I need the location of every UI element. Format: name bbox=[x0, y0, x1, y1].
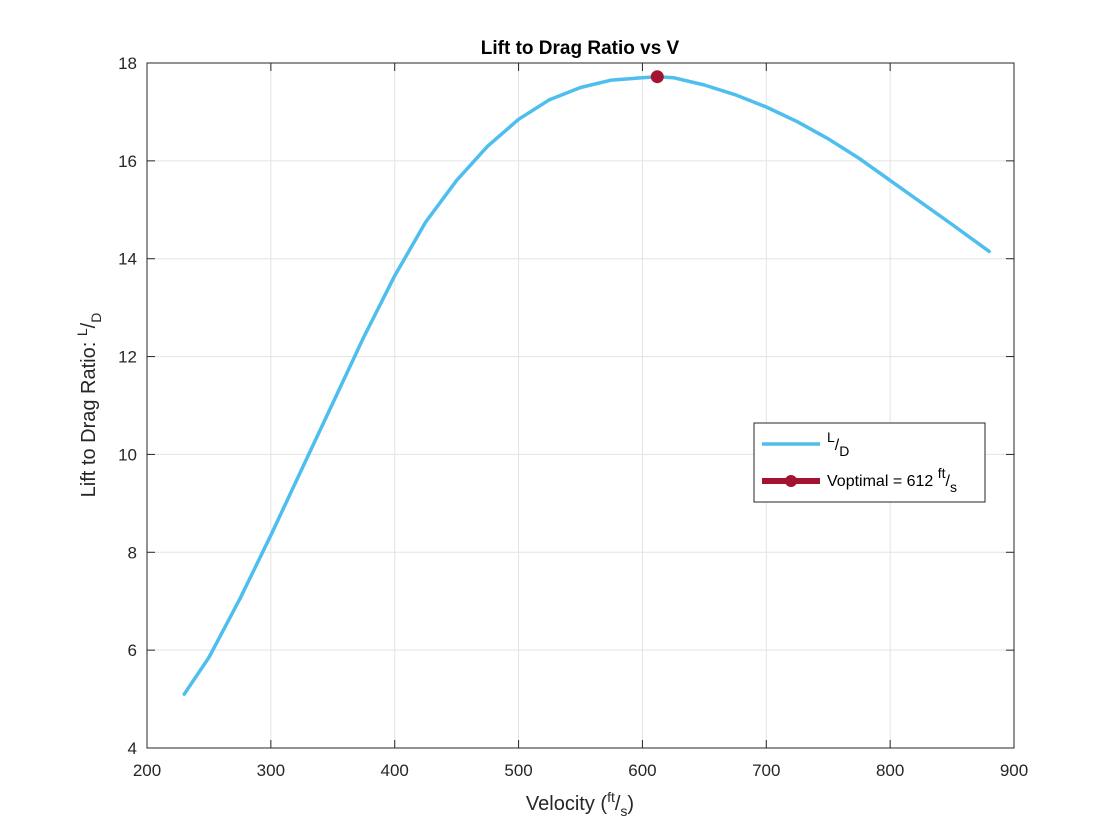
y-tick-label: 6 bbox=[128, 641, 137, 660]
plot-area bbox=[147, 63, 1014, 748]
legend-box bbox=[753, 422, 986, 503]
chart-title: Lift to Drag Ratio vs V bbox=[481, 38, 680, 59]
x-tick-label: 600 bbox=[628, 761, 656, 780]
x-tick-label: 700 bbox=[752, 761, 780, 780]
y-tick-label: 8 bbox=[128, 543, 137, 562]
x-tick-label: 300 bbox=[257, 761, 285, 780]
x-tick-label: 200 bbox=[133, 761, 161, 780]
x-tick-label: 500 bbox=[504, 761, 532, 780]
y-axis-label: Lift to Drag Ratio: L/D bbox=[74, 313, 104, 498]
y-tick-label: 18 bbox=[118, 54, 137, 73]
grid-lines bbox=[147, 63, 1014, 748]
y-tick-label: 10 bbox=[118, 445, 137, 464]
y-tick-label: 16 bbox=[118, 152, 137, 171]
y-tick-label: 4 bbox=[128, 739, 137, 758]
axes-box bbox=[146, 62, 1015, 749]
legend-marker-voptimal bbox=[785, 475, 797, 487]
y-tick-label: 14 bbox=[118, 250, 137, 269]
series-line-ld bbox=[182, 74, 991, 696]
legend-entry-ld: L/D bbox=[827, 429, 849, 459]
x-axis-label: Velocity (ft/s) bbox=[526, 789, 634, 819]
y-tick-label: 12 bbox=[118, 348, 137, 367]
legend: L/D Voptimal = 612 ft/s bbox=[753, 422, 986, 503]
x-tick-label: 400 bbox=[381, 761, 409, 780]
series-group bbox=[182, 70, 991, 696]
axis-ticks: 200 300 400 500 600 700 800 900 4 6 8 10 12 14 16 18 bbox=[118, 54, 1028, 780]
x-tick-label: 900 bbox=[1000, 761, 1028, 780]
x-tick-label: 800 bbox=[876, 761, 904, 780]
optimal-velocity-point bbox=[650, 70, 664, 84]
legend-entry-voptimal: Voptimal = 612 ft/s bbox=[827, 465, 957, 495]
